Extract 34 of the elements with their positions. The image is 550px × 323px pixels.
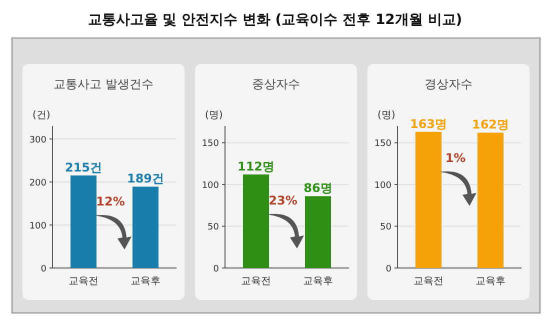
data-label: 86명 — [304, 181, 332, 196]
x-tick-label: 교육전 — [241, 276, 271, 287]
text: 교통사고율 및 안전지수 변화 (교육이수 전후 12개월 비교) — [88, 12, 462, 28]
data-label: 189건 — [126, 172, 164, 186]
data-label: 163명 — [410, 116, 448, 131]
y-tick-label: 100 — [374, 180, 392, 191]
annotation: 23% — [268, 193, 298, 208]
x-tick-label: 교육후 — [476, 276, 506, 287]
annotation: 1% — [445, 150, 466, 165]
chart-subtitle: 경상자수 — [424, 77, 472, 91]
chart-subtitle: 교통사고 발생건수 — [54, 77, 154, 91]
y-axis-title: (명) — [205, 110, 223, 121]
y-tick-label: 300 — [29, 135, 47, 146]
y-axis-title: (건) — [32, 110, 50, 121]
y-tick-label: 0 — [40, 264, 47, 274]
y-tick-label: 0 — [386, 264, 392, 274]
y-tick-label: 100 — [29, 221, 47, 232]
y-tick-label: 150 — [374, 139, 392, 150]
data-label: 162명 — [472, 118, 510, 132]
y-tick-label: 150 — [202, 139, 220, 150]
y-tick-label: 200 — [29, 178, 47, 188]
x-tick-label: 교육후 — [303, 276, 333, 287]
x-tick-label: 교육전 — [68, 276, 98, 287]
y-tick-label: 100 — [202, 180, 220, 191]
annotation: 12% — [96, 194, 125, 208]
x-tick-label: 교육전 — [414, 276, 444, 287]
x-tick-label: 교육후 — [130, 276, 160, 287]
y-tick-label: 50 — [380, 222, 392, 233]
data-label: 215건 — [64, 160, 102, 174]
y-axis-title: (명) — [378, 110, 396, 121]
data-label: 112명 — [237, 159, 275, 174]
chart-subtitle: 중상자수 — [252, 77, 300, 91]
y-tick-label: 50 — [208, 222, 220, 233]
y-tick-label: 0 — [213, 264, 220, 274]
